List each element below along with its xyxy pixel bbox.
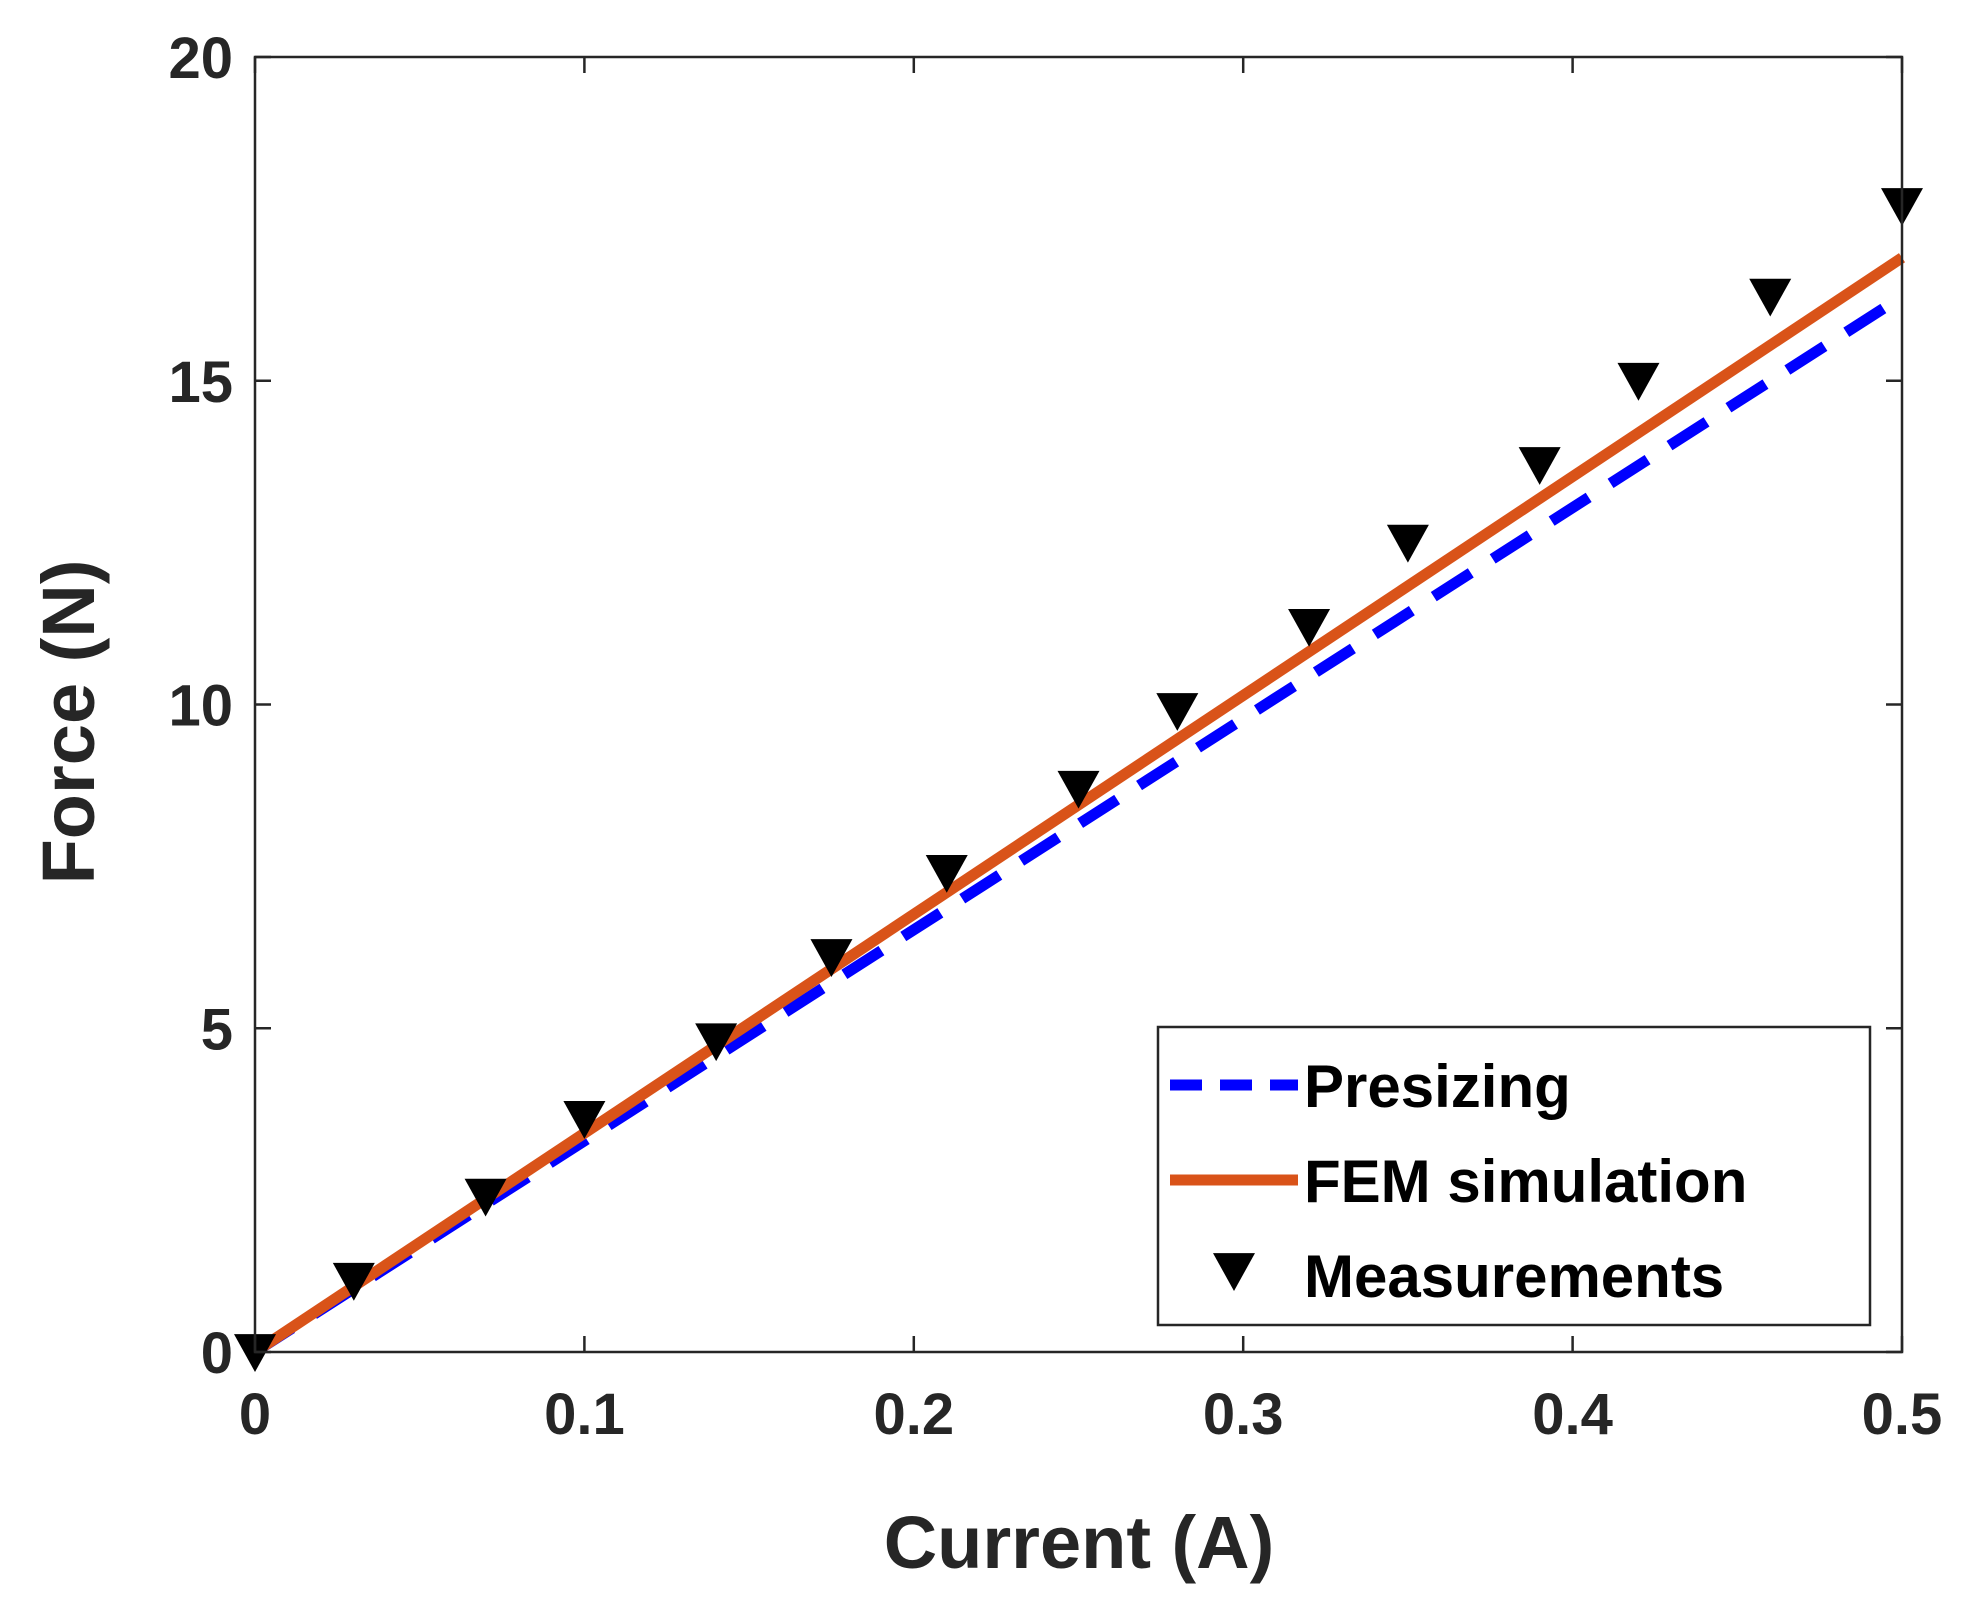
measurement-point bbox=[1518, 447, 1561, 485]
x-tick-label: 0.4 bbox=[1532, 1382, 1613, 1447]
y-tick-label: 0 bbox=[201, 1321, 233, 1386]
x-tick-label: 0.1 bbox=[544, 1382, 625, 1447]
measurement-point bbox=[1156, 693, 1199, 731]
measurement-point bbox=[695, 1023, 738, 1062]
measurement-point bbox=[1749, 278, 1792, 317]
legend-swatch-measurements bbox=[1213, 1253, 1255, 1291]
y-tick-label: 10 bbox=[168, 674, 233, 739]
measurement-point bbox=[1288, 608, 1331, 647]
y-tick-label: 15 bbox=[168, 350, 233, 415]
measurement-point bbox=[1386, 524, 1429, 563]
measurement-point bbox=[925, 855, 968, 893]
legend-label-fem-simulation: FEM simulation bbox=[1304, 1148, 1747, 1215]
measurement-point bbox=[332, 1262, 375, 1301]
measurement-point bbox=[563, 1101, 606, 1139]
x-tick-label: 0.2 bbox=[873, 1382, 954, 1447]
measurement-point bbox=[810, 939, 853, 977]
legend-label-presizing: Presizing bbox=[1304, 1053, 1571, 1120]
y-tick-label: 5 bbox=[201, 997, 233, 1062]
y-axis-title: Force (N) bbox=[27, 560, 110, 885]
y-tick-label: 20 bbox=[168, 26, 233, 91]
legend: Presizing FEM simulation Measurements bbox=[1156, 1025, 1872, 1327]
measurement-point bbox=[464, 1178, 507, 1217]
measurements-series bbox=[234, 188, 1923, 1372]
axes-layer: 0 0.1 0.2 0.3 0.4 0.5 0 5 10 15 20 bbox=[168, 26, 1942, 1447]
series-layer bbox=[234, 188, 1923, 1372]
x-tick-label: 0.3 bbox=[1203, 1382, 1284, 1447]
x-tick-label: 0 bbox=[239, 1382, 271, 1447]
measurement-point bbox=[1057, 770, 1100, 809]
x-axis-title: Current (A) bbox=[884, 1501, 1275, 1584]
x-tick-label: 0.5 bbox=[1862, 1382, 1943, 1447]
presizing-line bbox=[252, 291, 1905, 1357]
measurement-point bbox=[1617, 362, 1660, 401]
legend-label-measurements: Measurements bbox=[1304, 1243, 1724, 1310]
